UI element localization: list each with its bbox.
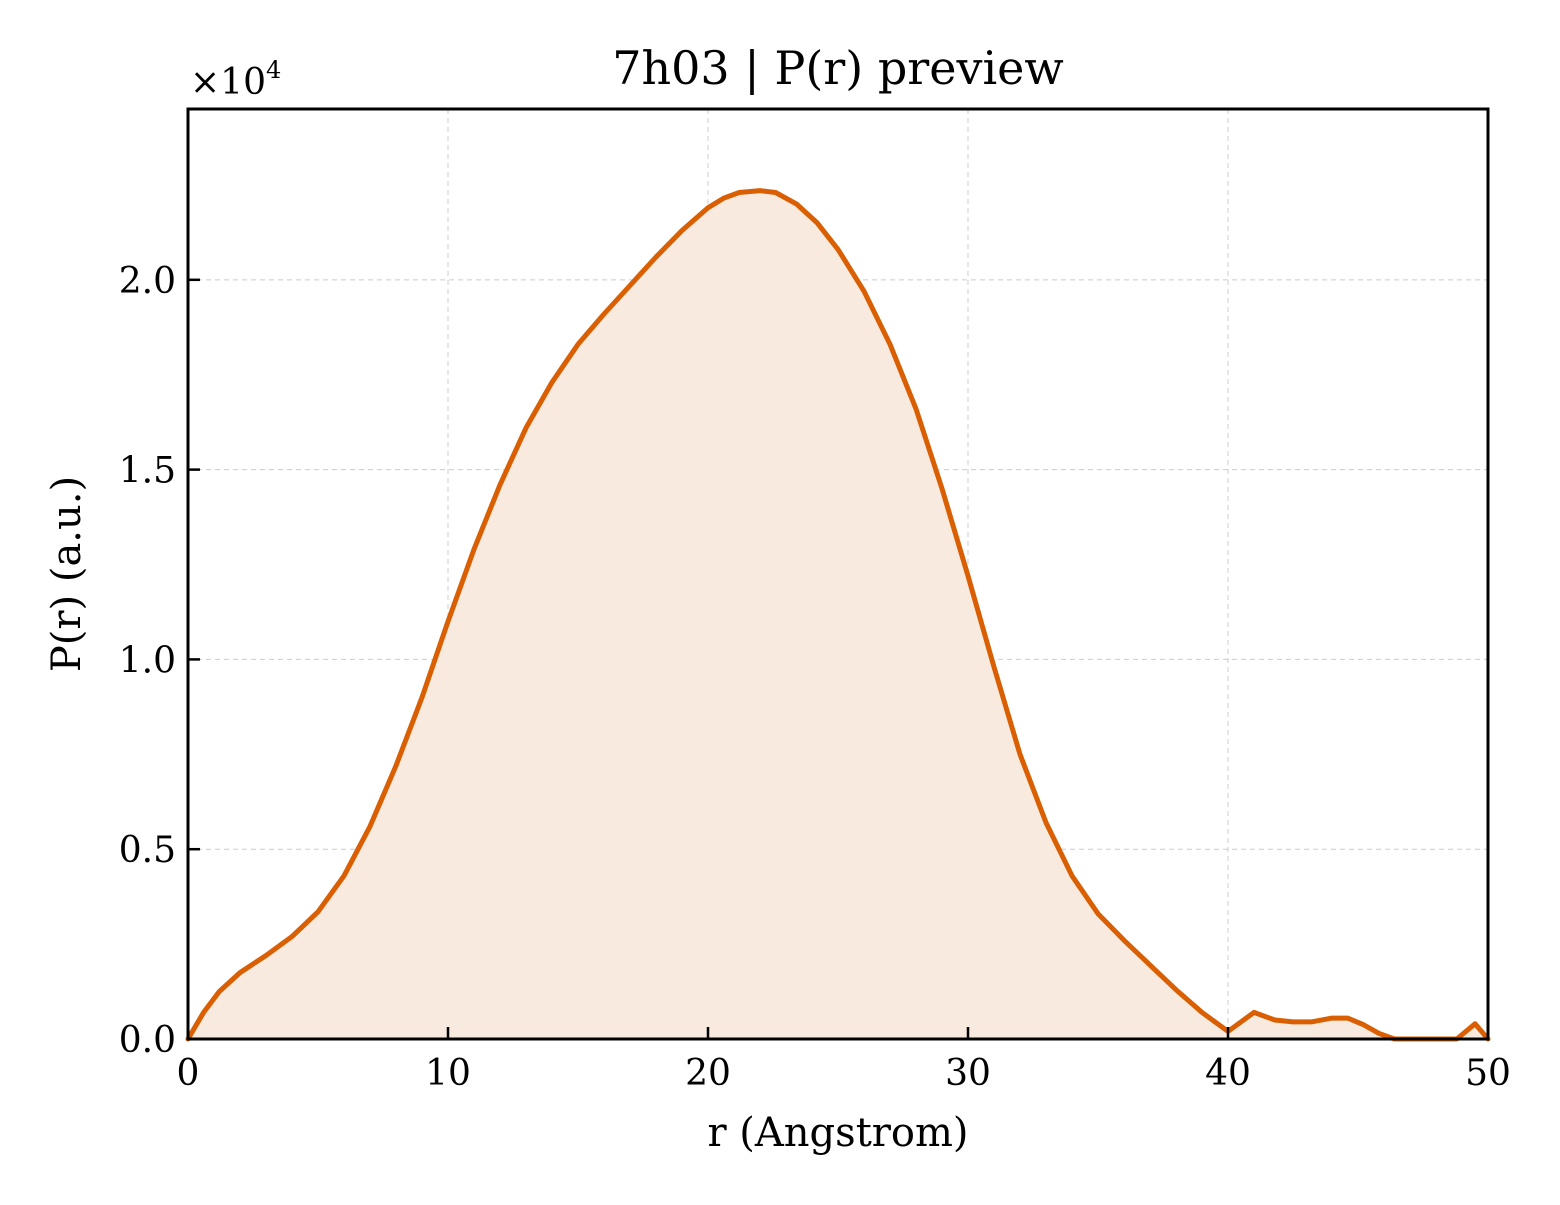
y-tick-label: 0.0 — [119, 1020, 176, 1061]
y-tick-label: 0.5 — [119, 830, 176, 871]
y-axis-multiplier-base: ×10 — [190, 62, 266, 103]
x-tick-label: 40 — [1205, 1053, 1251, 1094]
y-tick-label: 1.0 — [119, 640, 176, 681]
chart-title: 7h03 | P(r) preview — [612, 41, 1064, 95]
x-tick-label: 10 — [425, 1053, 471, 1094]
pr-area-fill — [188, 190, 1488, 1040]
y-axis-label: P(r) (a.u.) — [44, 476, 90, 672]
y-axis-multiplier-exponent: 4 — [266, 56, 281, 84]
x-tick-label: 20 — [685, 1053, 731, 1094]
pr-series-line — [185, 188, 1491, 1042]
data-layer — [185, 188, 1491, 1042]
x-tick-label: 50 — [1465, 1053, 1511, 1094]
tick-layer: 0 10 20 30 40 50 0.0 0.5 1.0 1.5 2.0 — [119, 261, 1511, 1094]
x-tick-label: 30 — [945, 1053, 991, 1094]
y-axis-multiplier: ×104 — [190, 56, 281, 103]
x-tick-label: 0 — [177, 1053, 200, 1094]
y-tick-label: 1.5 — [119, 451, 176, 492]
y-tick-label: 2.0 — [119, 261, 176, 302]
plot-frame — [186, 107, 1490, 1041]
x-axis-label: r (Angstrom) — [707, 1110, 968, 1156]
